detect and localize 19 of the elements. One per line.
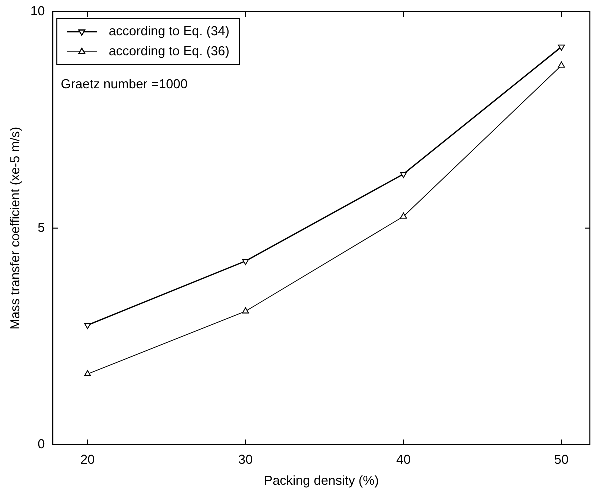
legend-label: according to Eq. (34) — [109, 24, 230, 39]
y-tick-label: 5 — [38, 220, 46, 235]
x-tick-label: 20 — [80, 452, 96, 468]
x-tick-label: 40 — [396, 452, 411, 468]
y-tick-label: 10 — [30, 4, 46, 19]
point — [400, 212, 408, 219]
x-tick-label: 50 — [554, 452, 569, 468]
point — [84, 323, 92, 330]
y-tick-label: 0 — [38, 436, 46, 452]
annotation: Graetz number =1000 — [61, 76, 188, 92]
x-axis-title: Packing density (%) — [264, 472, 380, 488]
point — [400, 172, 408, 178]
y-axis-title: Mass transfer coefficient (xe-5 m/s) — [7, 127, 22, 330]
point — [84, 370, 92, 376]
point — [242, 308, 250, 314]
point — [242, 259, 250, 266]
legend-label: according to Eq. (36) — [109, 44, 230, 59]
x-tick-label: 30 — [238, 452, 253, 468]
point — [558, 44, 566, 52]
